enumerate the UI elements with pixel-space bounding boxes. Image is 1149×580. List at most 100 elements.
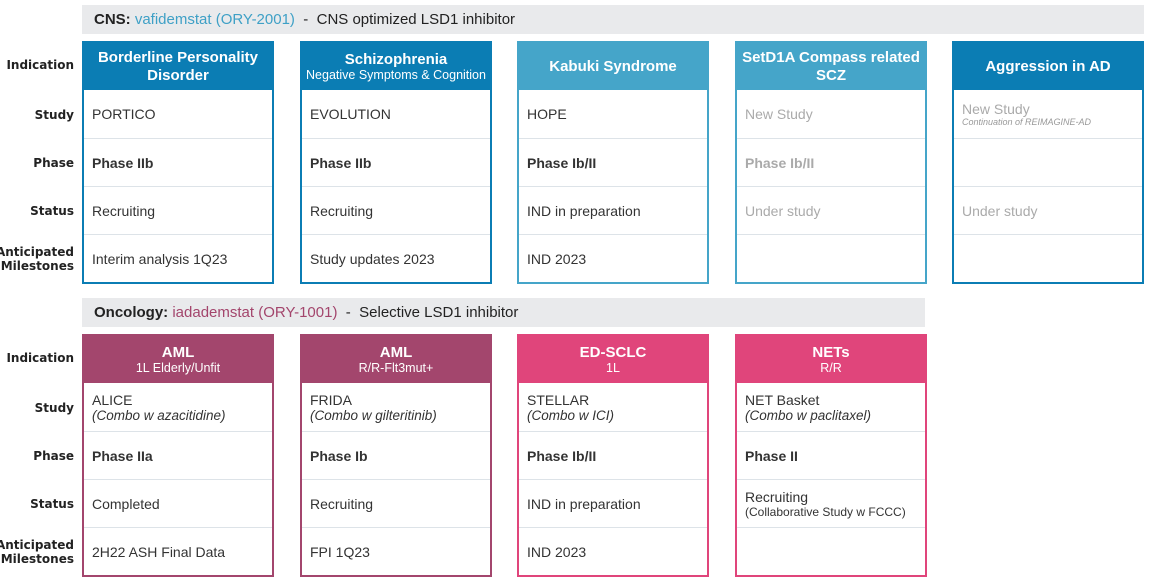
phase-value: Phase Ib/II	[527, 447, 597, 464]
status-cell: Recruiting (Collaborative Study w FCCC)	[737, 479, 925, 527]
indication-title: SetD1A Compass related SCZ	[742, 49, 920, 84]
status-value: Recruiting	[92, 202, 156, 219]
drug-description: Selective LSD1 inhibitor	[359, 304, 519, 321]
study-cell: New Study	[737, 90, 925, 138]
phase-value: Phase IIa	[92, 447, 153, 464]
indication-title: Borderline Personality Disorder	[97, 49, 259, 84]
phase-cell: Phase II	[737, 431, 925, 479]
phase-value: Phase IIb	[92, 154, 154, 171]
cns-indication-column: Aggression in AD New Study Continuation of…	[952, 41, 1144, 284]
drug-description: CNS optimized LSD1 inhibitor	[316, 11, 516, 28]
milestone-value: Study updates 2023	[310, 250, 435, 267]
row-label-0: Indication	[6, 57, 74, 72]
indication-header: Borderline Personality Disorder	[84, 43, 272, 90]
phase-value: Phase Ib/II	[527, 154, 597, 171]
section-prefix: CNS:	[94, 11, 131, 28]
phase-value: Phase Ib	[310, 447, 368, 464]
indication-header: SetD1A Compass related SCZ	[737, 43, 925, 90]
row-label-2: Phase	[33, 448, 74, 463]
study-name: New Study	[962, 101, 1030, 117]
status-value: Recruiting	[310, 495, 374, 512]
milestone-cell	[954, 234, 1142, 282]
status-cell: Completed	[84, 479, 272, 527]
status-cell: Recruiting	[302, 479, 490, 527]
study-note: (Combo w ICI)	[527, 407, 615, 423]
phase-value: Phase IIb	[310, 154, 372, 171]
row-label-4: Anticipated Milestones	[0, 244, 74, 273]
indication-header: AML 1L Elderly/Unfit	[84, 336, 272, 383]
indication-subtitle: R/R	[820, 360, 842, 375]
study-cell: HOPE	[519, 90, 707, 138]
study-name: HOPE	[527, 106, 567, 122]
status-cell: Under study	[954, 186, 1142, 234]
status-cell: Recruiting	[84, 186, 272, 234]
cns-section-header: CNS: vafidemstat (ORY-2001) - CNS optimi…	[82, 5, 1144, 34]
milestone-cell: 2H22 ASH Final Data	[84, 527, 272, 575]
indication-subtitle: 1L Elderly/Unfit	[135, 360, 221, 375]
milestone-cell: IND 2023	[519, 234, 707, 282]
cns-indication-column: SetD1A Compass related SCZ New Study Phase…	[735, 41, 927, 284]
section-prefix: Oncology:	[94, 304, 169, 321]
milestone-cell: Interim analysis 1Q23	[84, 234, 272, 282]
study-name: FRIDA	[310, 391, 352, 408]
phase-value: Phase Ib/II	[745, 154, 815, 171]
separator: -	[303, 11, 309, 28]
status-value: Completed	[92, 495, 160, 512]
oncology-section-header: Oncology: iadademstat (ORY-1001) - Selec…	[82, 298, 925, 327]
cns-indication-column: Borderline Personality Disorder PORTICO Ph…	[82, 41, 274, 284]
oncology-indication-column: AML R/R-Flt3mut+ FRIDA (Combo w gilteritini…	[300, 334, 492, 577]
indication-header: Aggression in AD	[954, 43, 1142, 90]
row-label-2: Phase	[33, 155, 74, 170]
indication-header: ED-SCLC 1L	[519, 336, 707, 383]
milestone-value: IND 2023	[527, 250, 587, 267]
status-value: Recruiting	[745, 488, 809, 505]
study-name: STELLAR	[527, 391, 590, 408]
study-name: EVOLUTION	[310, 106, 391, 122]
indication-title: Schizophrenia	[344, 50, 448, 68]
milestone-cell	[737, 527, 925, 575]
study-name: NET Basket	[745, 391, 820, 408]
milestone-value: Interim analysis 1Q23	[92, 250, 228, 267]
milestone-cell: IND 2023	[519, 527, 707, 575]
indication-header: Kabuki Syndrome	[519, 43, 707, 90]
separator: -	[345, 304, 351, 321]
phase-cell: Phase Ib/II	[519, 431, 707, 479]
oncology-indication-column: AML 1L Elderly/Unfit ALICE (Combo w azaciti…	[82, 334, 274, 577]
status-cell: IND in preparation	[519, 186, 707, 234]
indication-header: Schizophrenia Negative Symptoms & Cogniti…	[302, 43, 490, 90]
study-cell: New Study Continuation of REIMAGINE-AD	[954, 90, 1142, 138]
study-name: PORTICO	[92, 106, 156, 122]
phase-cell	[954, 138, 1142, 186]
phase-cell: Phase Ib/II	[737, 138, 925, 186]
oncology-indication-column: ED-SCLC 1L STELLAR (Combo w ICI) Phase Ib/II…	[517, 334, 709, 577]
row-label-0: Indication	[6, 350, 74, 365]
phase-cell: Phase IIa	[84, 431, 272, 479]
milestone-value: IND 2023	[527, 543, 587, 560]
study-cell: FRIDA (Combo w gilteritinib)	[302, 383, 490, 431]
status-value: Under study	[962, 202, 1038, 219]
indication-header: NETs R/R	[737, 336, 925, 383]
drug-name: iadademstat (ORY-1001)	[172, 304, 338, 321]
indication-header: AML R/R-Flt3mut+	[302, 336, 490, 383]
milestone-cell: Study updates 2023	[302, 234, 490, 282]
phase-cell: Phase Ib/II	[519, 138, 707, 186]
cns-indication-column: Kabuki Syndrome HOPE Phase Ib/II IND in pre…	[517, 41, 709, 284]
status-cell: Under study	[737, 186, 925, 234]
drug-name: vafidemstat (ORY-2001)	[134, 11, 295, 28]
milestone-cell	[737, 234, 925, 282]
indication-title: Aggression in AD	[985, 57, 1111, 75]
status-note: (Collaborative Study w FCCC)	[745, 504, 906, 519]
indication-title: ED-SCLC	[579, 343, 647, 361]
phase-cell: Phase Ib	[302, 431, 490, 479]
indication-title: AML	[161, 343, 195, 361]
phase-cell: Phase IIb	[302, 138, 490, 186]
study-note: (Combo w azacitidine)	[92, 407, 226, 423]
study-cell: PORTICO	[84, 90, 272, 138]
indication-subtitle: R/R-Flt3mut+	[358, 360, 434, 375]
milestone-value: 2H22 ASH Final Data	[92, 543, 226, 560]
study-name: New Study	[745, 106, 813, 122]
study-note: (Combo w gilteritinib)	[310, 407, 437, 423]
indication-title: Kabuki Syndrome	[549, 57, 677, 75]
status-value: IND in preparation	[527, 495, 641, 512]
study-note: (Combo w paclitaxel)	[745, 407, 872, 423]
